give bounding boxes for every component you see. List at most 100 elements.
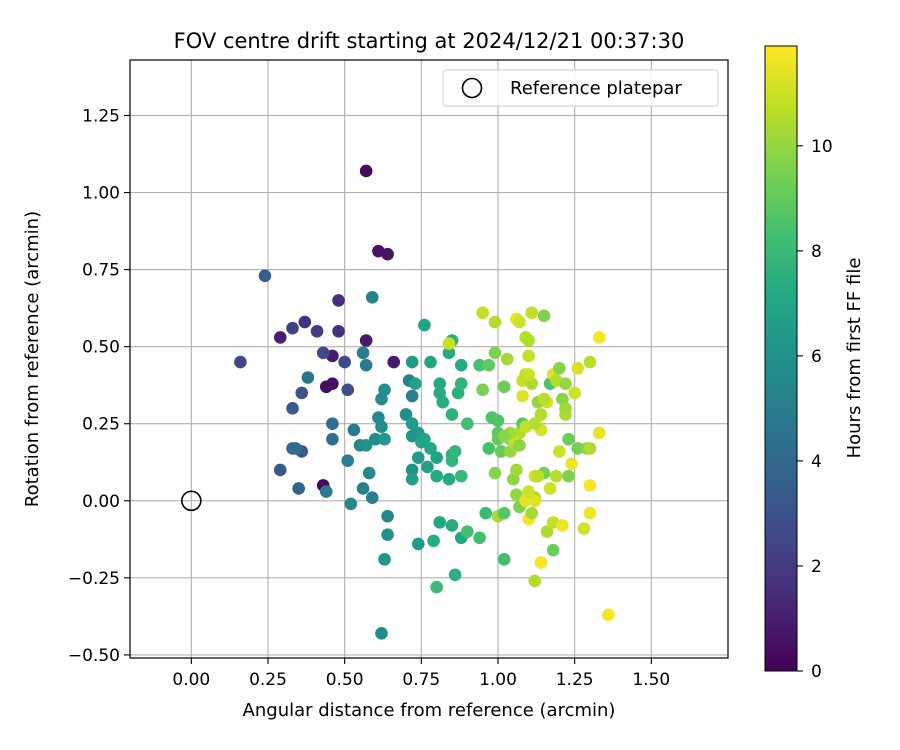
- data-point: [494, 445, 508, 458]
- data-point: [436, 395, 450, 409]
- x-tick-label: 1.00: [479, 670, 517, 690]
- data-point: [298, 315, 312, 329]
- data-point: [583, 479, 597, 492]
- data-point: [381, 247, 394, 261]
- y-tick-label: 0.75: [82, 261, 120, 281]
- data-point: [454, 358, 468, 372]
- data-point: [359, 358, 373, 372]
- data-point: [359, 334, 373, 347]
- data-point: [445, 408, 459, 421]
- colorbar-tick-label: 4: [811, 452, 822, 472]
- x-tick-label: 0.75: [402, 670, 440, 690]
- data-point: [534, 408, 548, 421]
- data-point: [433, 377, 447, 390]
- y-tick-label: 1.25: [82, 106, 120, 126]
- data-point: [482, 442, 496, 455]
- data-point: [273, 331, 287, 344]
- data-point: [344, 497, 358, 511]
- data-point: [473, 358, 486, 372]
- colorbar-label: Hours from first FF file: [844, 258, 865, 459]
- data-point: [559, 402, 572, 415]
- reference-point-marker: [181, 490, 202, 512]
- data-points: [234, 164, 615, 640]
- data-point: [430, 451, 443, 464]
- data-point: [427, 534, 440, 548]
- data-point: [602, 608, 615, 622]
- y-tick-label: −0.50: [68, 646, 120, 666]
- data-point: [473, 531, 486, 545]
- data-point: [522, 349, 535, 363]
- data-point: [359, 164, 373, 178]
- y-tick-label: 1.00: [82, 184, 120, 204]
- data-point: [381, 528, 394, 542]
- data-point: [326, 432, 339, 446]
- data-point: [513, 439, 526, 452]
- data-point: [522, 368, 535, 381]
- data-point: [378, 553, 391, 566]
- data-point: [310, 324, 324, 338]
- grid-lines: [130, 60, 728, 658]
- data-point: [442, 346, 456, 360]
- data-point: [292, 482, 305, 495]
- data-point: [411, 537, 425, 551]
- x-tick-label: 1.50: [632, 670, 670, 690]
- data-point: [405, 355, 419, 369]
- plot-frame: [129, 59, 729, 659]
- data-point: [365, 491, 379, 505]
- data-point: [549, 469, 563, 483]
- data-point: [461, 417, 474, 431]
- data-point: [430, 469, 443, 483]
- data-point: [258, 269, 272, 283]
- data-point: [338, 355, 351, 369]
- colorbar-tick-label: 0: [811, 662, 822, 682]
- data-point: [479, 506, 493, 520]
- data-point: [583, 355, 597, 369]
- colorbar-tick-label: 10: [811, 137, 833, 157]
- data-point: [286, 321, 299, 335]
- x-axis-label: Angular distance from reference (arcmin): [243, 700, 616, 721]
- data-point: [537, 309, 551, 323]
- data-point: [375, 627, 388, 640]
- data-point: [405, 389, 419, 403]
- colorbar-tick-label: 2: [811, 557, 822, 577]
- data-point: [488, 315, 502, 329]
- data-point: [433, 516, 447, 529]
- x-tick-label: 1.25: [556, 670, 594, 690]
- data-point: [534, 556, 548, 569]
- data-point: [476, 306, 489, 320]
- data-point: [454, 469, 468, 483]
- data-point: [347, 423, 361, 437]
- legend-label-reference: Reference platepar: [510, 78, 682, 99]
- data-point: [510, 463, 523, 477]
- data-point: [559, 377, 572, 390]
- data-point: [378, 383, 391, 397]
- data-point: [556, 519, 569, 532]
- data-point: [461, 525, 474, 538]
- data-point: [405, 463, 419, 477]
- x-axis-ticks: 0.00 0.25 0.50 0.75 1.00 1.25 1.50: [172, 658, 670, 690]
- data-point: [528, 574, 542, 588]
- data-point: [531, 469, 545, 483]
- data-point: [525, 506, 539, 520]
- data-point: [411, 451, 425, 464]
- data-point: [553, 361, 566, 375]
- colorbar-tick-label: 8: [811, 242, 822, 262]
- chart-title: FOV centre drift starting at 2024/12/21 …: [174, 29, 685, 53]
- data-point: [289, 442, 302, 455]
- data-point: [442, 472, 456, 486]
- y-tick-label: 0.00: [82, 492, 120, 512]
- data-point: [513, 315, 526, 329]
- data-point: [497, 429, 511, 443]
- data-point: [445, 519, 459, 532]
- data-point: [537, 392, 551, 406]
- data-point: [319, 485, 333, 498]
- legend-reference-icon: [461, 77, 483, 99]
- data-point: [316, 346, 330, 360]
- data-point: [568, 386, 581, 400]
- data-point: [421, 460, 434, 474]
- data-point: [525, 306, 539, 320]
- data-point: [488, 466, 502, 480]
- data-point: [378, 432, 391, 446]
- data-point: [356, 482, 370, 495]
- data-point: [571, 361, 585, 375]
